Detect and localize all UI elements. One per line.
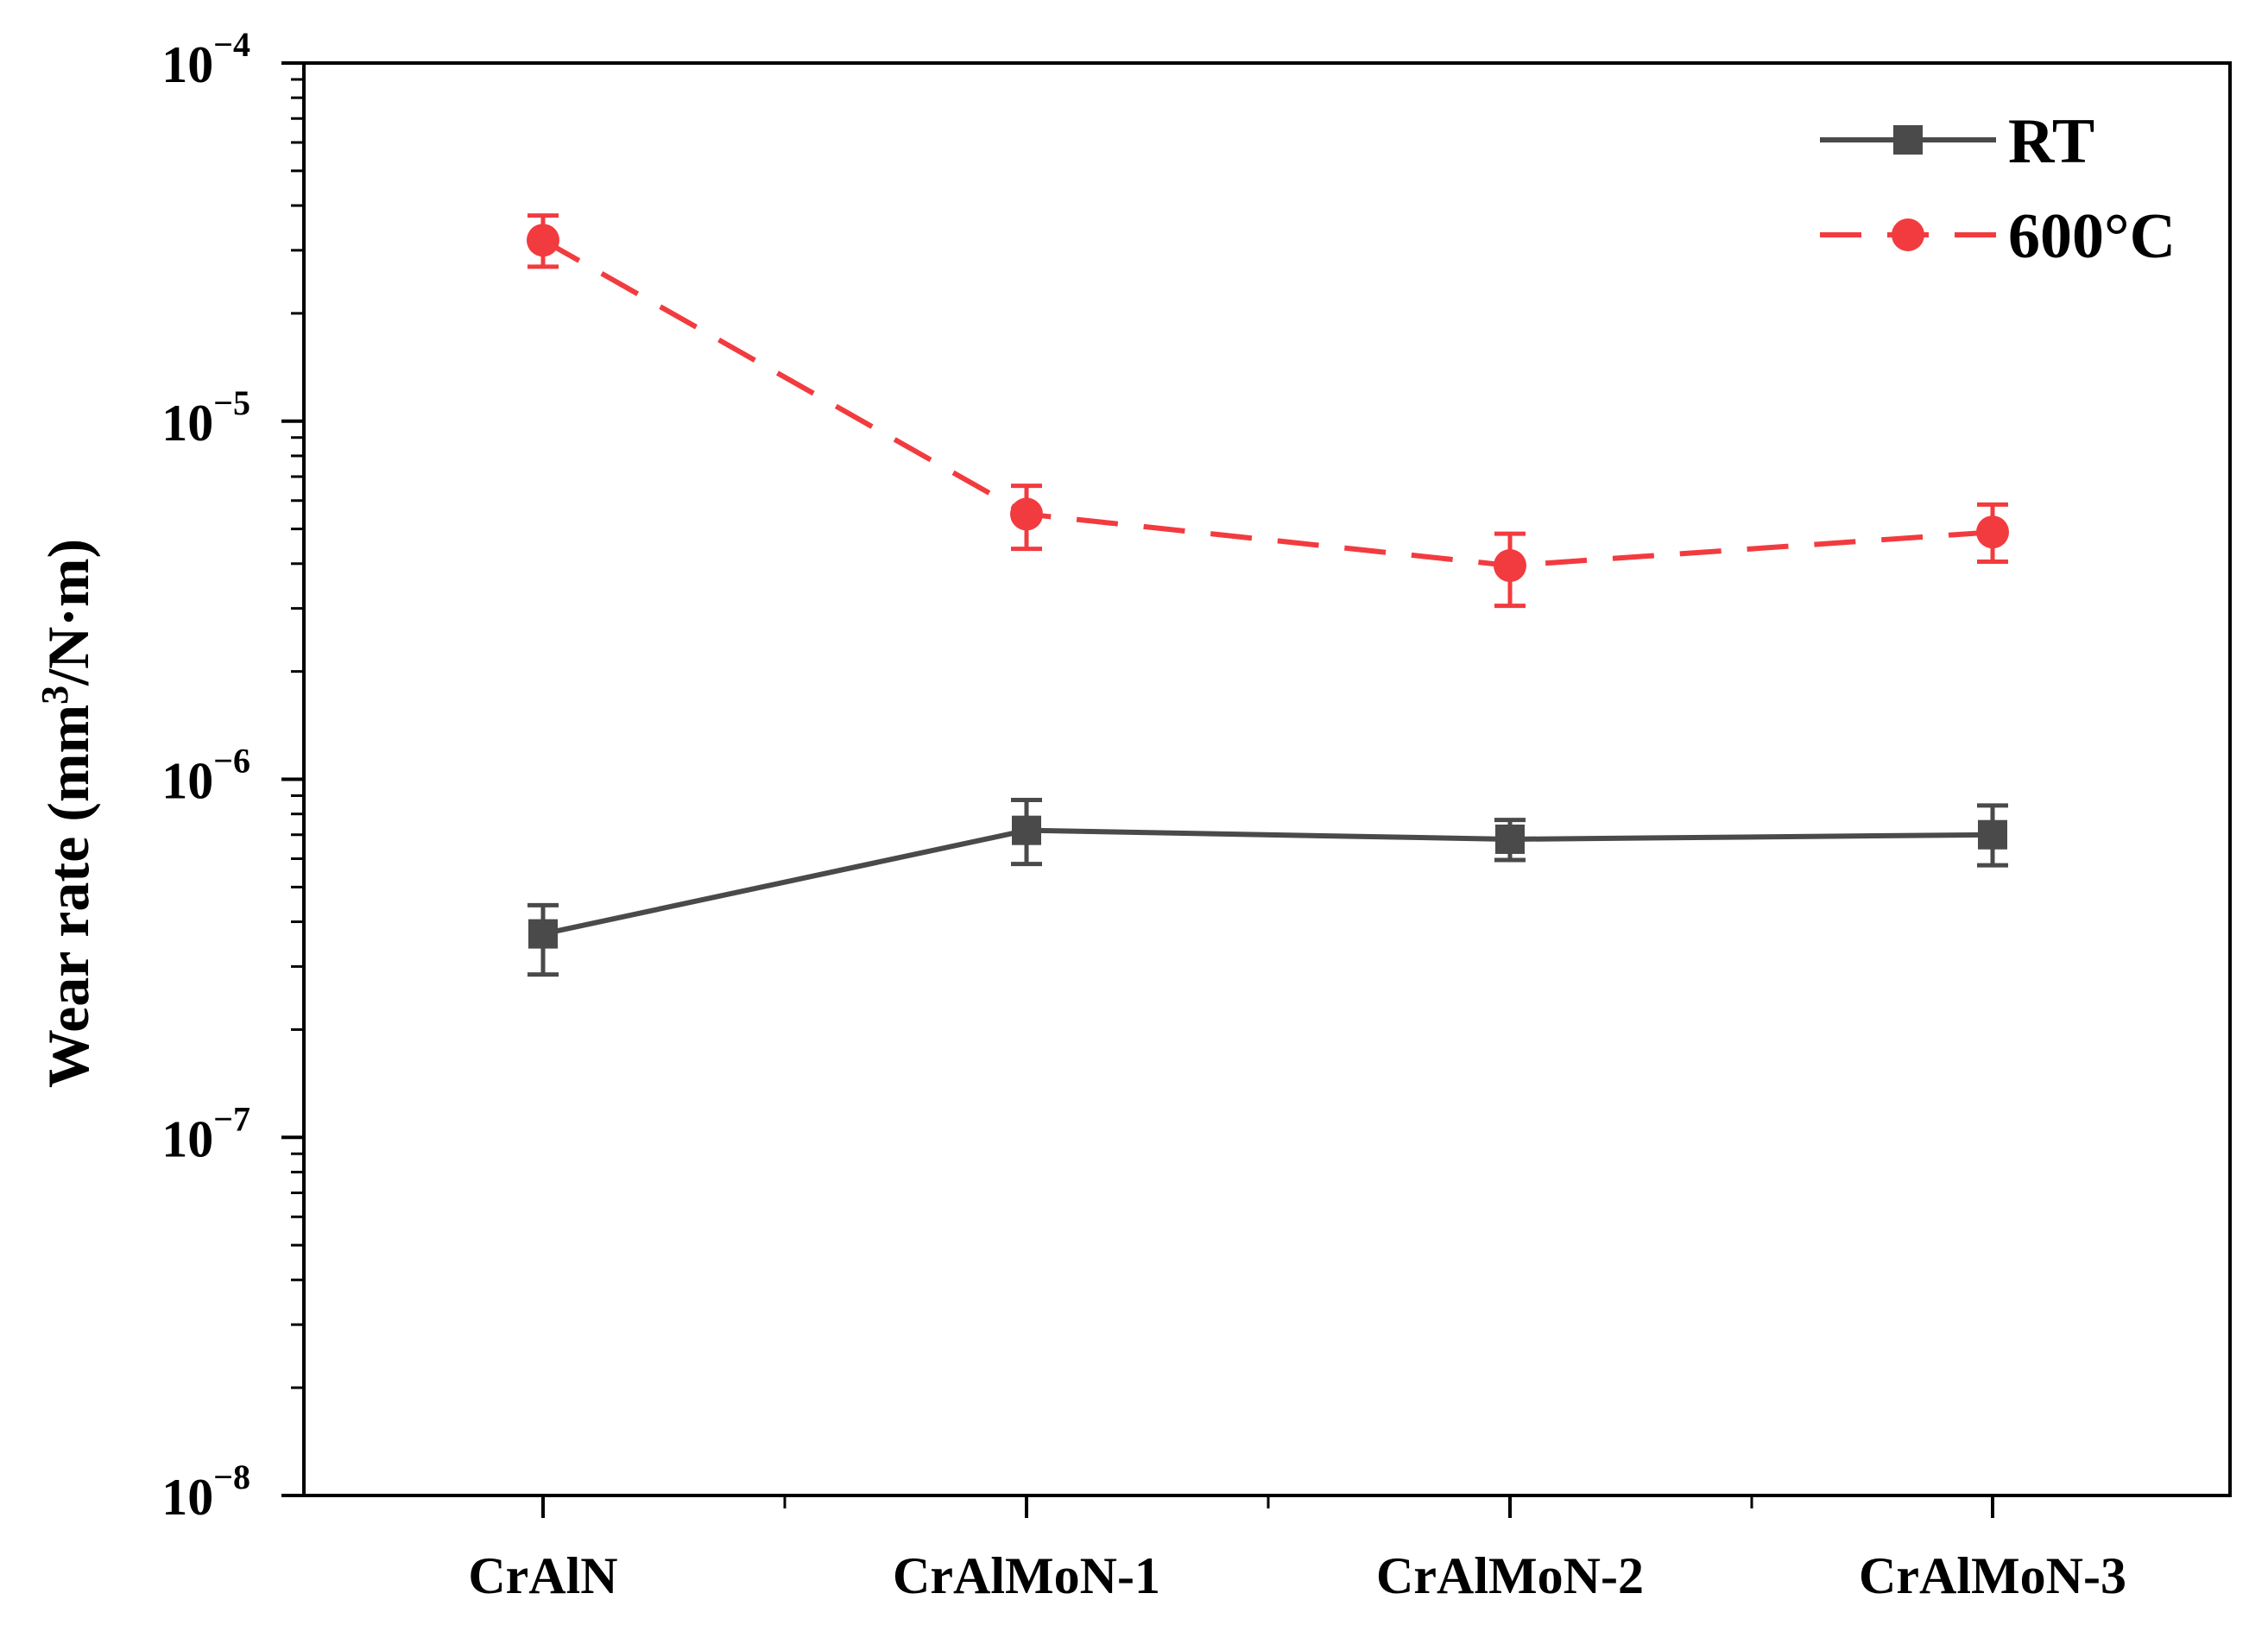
y-ticks-group: 10−810−710−610−510−4	[161, 25, 304, 1526]
series-group	[527, 213, 2009, 977]
series-line	[541, 237, 1993, 569]
y-axis-title-superscript: 3	[34, 686, 76, 705]
y-tick-exponent: −8	[213, 1457, 250, 1496]
data-point-square	[1495, 824, 1525, 854]
data-point-square	[1978, 819, 2007, 850]
y-tick-base: 10	[161, 1110, 213, 1167]
y-tick-label: 10−4	[161, 25, 250, 93]
legend-label: 600°C	[2008, 201, 2176, 272]
y-tick-label: 10−7	[161, 1099, 250, 1167]
y-tick-exponent: −5	[213, 383, 250, 422]
data-point-circle	[1010, 497, 1043, 531]
x-tick-label: CrAlMoN-3	[1859, 1547, 2126, 1604]
data-point-circle	[1976, 515, 2009, 549]
data-point-circle	[1494, 549, 1526, 583]
y-tick-label: 10−6	[161, 742, 250, 810]
y-tick-label: 10−5	[161, 383, 250, 452]
y-axis-title-suffix: /N·m)	[35, 539, 101, 686]
legend-marker-circle	[1892, 218, 1924, 251]
y-tick-base: 10	[161, 753, 213, 810]
y-axis-title-prefix: Wear rate (mm	[35, 705, 101, 1088]
y-tick-exponent: −6	[213, 742, 250, 781]
series-line	[542, 827, 1993, 937]
legend-marker-square	[1893, 125, 1923, 155]
data-point-square	[528, 919, 558, 949]
y-tick-exponent: −7	[213, 1099, 250, 1138]
legend: RT 600°C	[1820, 106, 2176, 272]
x-tick-label: CrAlMoN-1	[893, 1547, 1160, 1604]
x-tick-label: CrAlMoN-2	[1376, 1547, 1644, 1604]
plot-frame	[302, 61, 2232, 1497]
y-axis-title: Wear rate (mm3/N·m)	[34, 539, 101, 1088]
legend-label: RT	[2008, 106, 2094, 177]
y-tick-base: 10	[161, 1469, 213, 1526]
y-tick-base: 10	[161, 395, 213, 452]
y-tick-exponent: −4	[213, 25, 250, 64]
data-point-square	[1012, 815, 1041, 845]
axes-group	[302, 61, 2232, 1497]
x-ticks-group: CrAlN CrAlMoN-1 CrAlMoN-2 CrAlMoN-3	[468, 1495, 2126, 1604]
y-tick-label: 10−8	[161, 1457, 250, 1526]
y-tick-base: 10	[161, 36, 213, 93]
x-tick-label: CrAlN	[468, 1547, 617, 1604]
data-point-circle	[527, 224, 559, 257]
